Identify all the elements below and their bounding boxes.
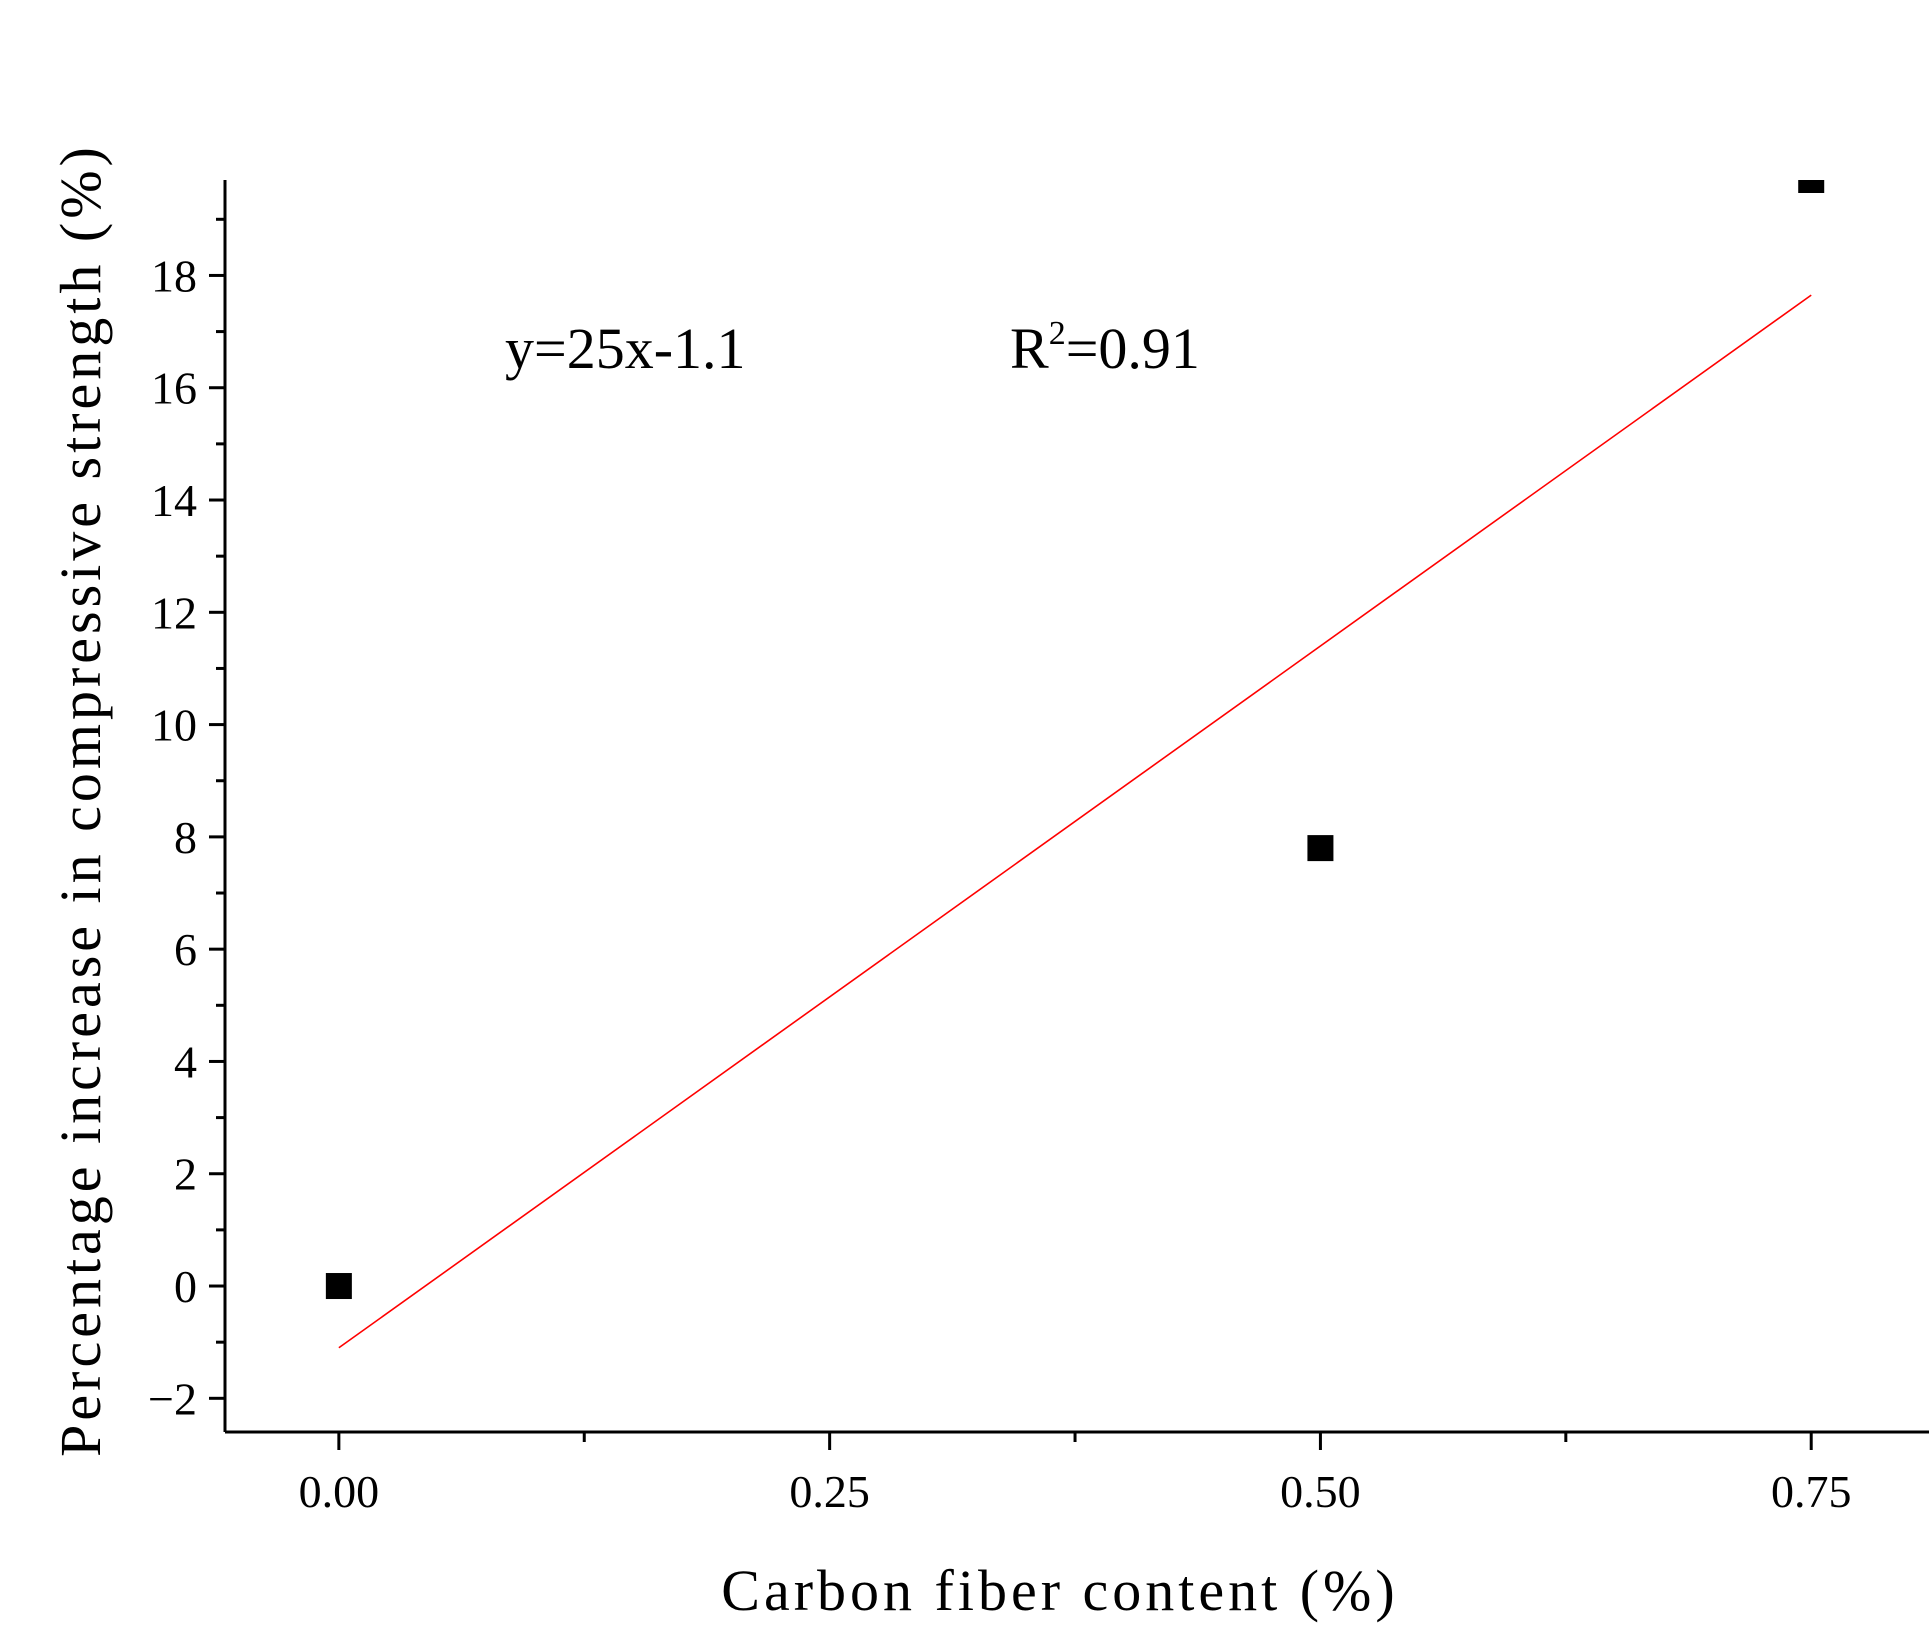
r2-prefix: R [1010,316,1049,381]
y-tick-label: 4 [174,1036,197,1087]
y-ticks: −2 0 2 4 6 8 10 12 14 16 18 [148,217,225,1424]
y-tick-label: 8 [174,812,197,863]
x-tick-label: 0.00 [299,1466,380,1517]
r2-annotation: R2=0.91 [1010,315,1200,381]
y-tick-label: 2 [174,1149,197,1200]
y-tick-label: 18 [151,250,197,301]
x-tick-label: 0.50 [1280,1466,1361,1517]
y-tick-label: 14 [151,475,197,526]
x-tick-label: 0.75 [1771,1466,1852,1517]
data-point [325,1273,352,1300]
x-ticks: 0.00 0.25 0.50 0.75 [299,1432,1852,1517]
x-axis-title: Carbon fiber content (%) [721,1558,1398,1623]
y-tick-label: 12 [151,587,197,638]
data-point [1798,180,1825,193]
r2-value: =0.91 [1066,316,1200,381]
y-tick-label: 16 [151,363,197,414]
y-tick-label: 6 [174,924,197,975]
r2-superscript: 2 [1049,315,1066,352]
fit-line [338,294,1812,1349]
x-tick-label: 0.25 [789,1466,870,1517]
y-tick-label: 10 [151,700,197,751]
data-points [325,180,1825,1300]
y-axis-title: Percentage increase in compressive stren… [48,143,113,1457]
data-point [1307,835,1334,862]
equation-annotation: y=25x-1.1 [505,316,746,381]
y-tick-label: −2 [148,1373,197,1424]
y-tick-label: 0 [174,1261,197,1312]
